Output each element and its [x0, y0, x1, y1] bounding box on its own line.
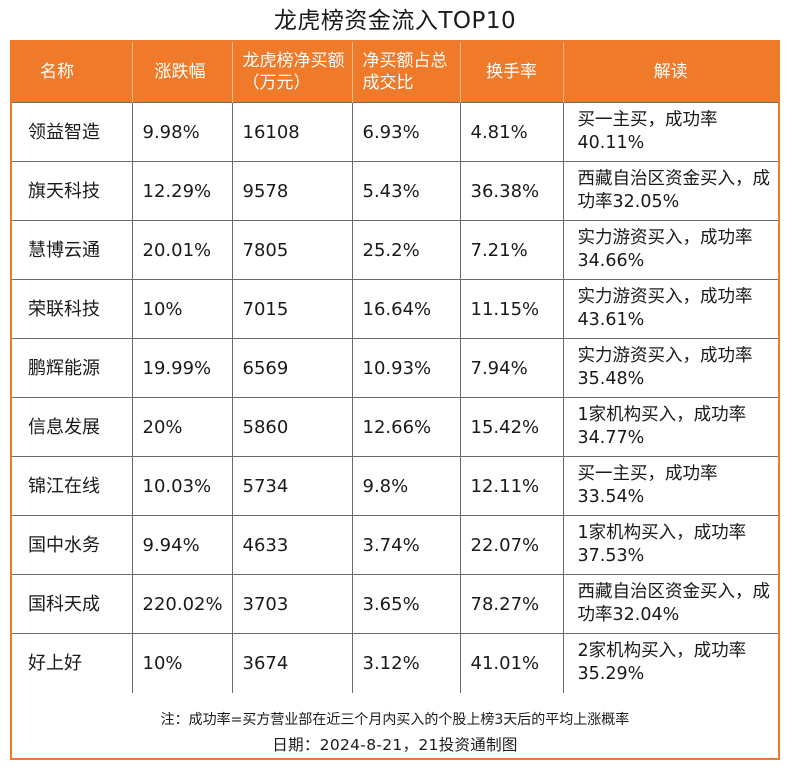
cell-turnover: 7.94%: [459, 338, 564, 398]
header-ratio: 净买额占总成交比: [351, 42, 460, 103]
cell-net-buy: 7015: [231, 279, 353, 339]
cell-ratio: 10.93%: [351, 338, 461, 398]
cell-net-buy: 6569: [231, 338, 353, 398]
header-turnover: 换手率: [459, 42, 563, 103]
cell-turnover: 41.01%: [459, 633, 564, 693]
cell-net-buy: 3674: [231, 633, 353, 693]
cell-net-buy: 7805: [231, 220, 353, 280]
cell-interpretation: 西藏自治区资金买入，成功率32.05%: [562, 161, 778, 221]
cell-turnover: 78.27%: [459, 574, 564, 634]
cell-turnover: 7.21%: [459, 220, 564, 280]
cell-change: 12.29%: [131, 161, 233, 221]
table-row: 慧博云通 20.01% 7805 25.2% 7.21% 实力游资买入，成功率34.66%: [12, 220, 778, 280]
cell-change: 20.01%: [131, 220, 233, 280]
cell-turnover: 11.15%: [459, 279, 564, 339]
cell-ratio: 25.2%: [351, 220, 461, 280]
header-interpretation: 解读: [562, 42, 778, 103]
table-row: 鹏辉能源 19.99% 6569 10.93% 7.94% 实力游资买入，成功率35.48…: [12, 338, 778, 398]
table-row: 好上好 10% 3674 3.12% 41.01% 2家机构买入，成功率35.29%: [12, 633, 778, 693]
cell-net-buy: 3703: [231, 574, 353, 634]
cell-change: 10%: [131, 633, 233, 693]
cell-name: 信息发展: [12, 397, 133, 457]
table-row: 旗天科技 12.29% 9578 5.43% 36.38% 西藏自治区资金买入，成功率32…: [12, 161, 778, 221]
cell-change: 220.02%: [131, 574, 233, 634]
cell-interpretation: 西藏自治区资金买入，成功率32.04%: [562, 574, 778, 634]
cell-turnover: 36.38%: [459, 161, 564, 221]
cell-interpretation: 买一主买，成功率33.54%: [562, 456, 778, 516]
header-change: 涨跌幅: [131, 42, 232, 103]
page-title: 龙虎榜资金流入TOP10: [273, 8, 517, 34]
cell-ratio: 9.8%: [351, 456, 461, 516]
header-row: 名称 涨跌幅 龙虎榜净买额（万元） 净买额占总成交比 换手率 解读: [12, 42, 778, 103]
cell-net-buy: 9578: [231, 161, 353, 221]
cell-ratio: 3.65%: [351, 574, 461, 634]
cell-net-buy: 4633: [231, 515, 353, 575]
cell-turnover: 22.07%: [459, 515, 564, 575]
cell-change: 10%: [131, 279, 233, 339]
cell-name: 国中水务: [12, 515, 133, 575]
cell-ratio: 6.93%: [351, 102, 461, 162]
table-frame: 名称 涨跌幅 龙虎榜净买额（万元） 净买额占总成交比 换手率 解读 领益智造 9.…: [10, 40, 780, 760]
cell-ratio: 3.12%: [351, 633, 461, 693]
cell-ratio: 12.66%: [351, 397, 461, 457]
cell-name: 荣联科技: [12, 279, 133, 339]
cell-change: 9.94%: [131, 515, 233, 575]
cell-interpretation: 买一主买，成功率40.11%: [562, 102, 778, 162]
cell-change: 19.99%: [131, 338, 233, 398]
cell-change: 20%: [131, 397, 233, 457]
cell-interpretation: 实力游资买入，成功率34.66%: [562, 220, 778, 280]
table-row: 国中水务 9.94% 4633 3.74% 22.07% 1家机构买入，成功率37.53%: [12, 515, 778, 575]
cell-name: 慧博云通: [12, 220, 133, 280]
cell-net-buy: 16108: [231, 102, 353, 162]
fund-inflow-table: 名称 涨跌幅 龙虎榜净买额（万元） 净买额占总成交比 换手率 解读 领益智造 9.…: [12, 42, 778, 693]
cell-interpretation: 1家机构买入，成功率34.77%: [562, 397, 778, 457]
cell-ratio: 16.64%: [351, 279, 461, 339]
table-row: 领益智造 9.98% 16108 6.93% 4.81% 买一主买，成功率40.11%: [12, 102, 778, 162]
table-row: 锦江在线 10.03% 5734 9.8% 12.11% 买一主买，成功率33.54%: [12, 456, 778, 516]
cell-change: 9.98%: [131, 102, 233, 162]
header-net-buy: 龙虎榜净买额（万元）: [231, 42, 352, 103]
cell-ratio: 5.43%: [351, 161, 461, 221]
cell-net-buy: 5734: [231, 456, 353, 516]
cell-interpretation: 1家机构买入，成功率37.53%: [562, 515, 778, 575]
cell-turnover: 15.42%: [459, 397, 564, 457]
cell-name: 好上好: [12, 633, 133, 693]
cell-name: 领益智造: [12, 102, 133, 162]
cell-name: 锦江在线: [12, 456, 133, 516]
cell-change: 10.03%: [131, 456, 233, 516]
table-row: 信息发展 20% 5860 12.66% 15.42% 1家机构买入，成功率34.77%: [12, 397, 778, 457]
cell-turnover: 4.81%: [459, 102, 564, 162]
cell-interpretation: 实力游资买入，成功率35.48%: [562, 338, 778, 398]
header-name: 名称: [12, 42, 132, 103]
cell-turnover: 12.11%: [459, 456, 564, 516]
cell-interpretation: 实力游资买入，成功率43.61%: [562, 279, 778, 339]
cell-name: 鹏辉能源: [12, 338, 133, 398]
cell-ratio: 3.74%: [351, 515, 461, 575]
table-row: 荣联科技 10% 7015 16.64% 11.15% 实力游资买入，成功率43.61%: [12, 279, 778, 339]
table-row: 国科天成 220.02% 3703 3.65% 78.27% 西藏自治区资金买入，成功率3…: [12, 574, 778, 634]
cell-net-buy: 5860: [231, 397, 353, 457]
date-credit: 日期：2024-8-21，21投资通制图: [272, 736, 518, 754]
cell-name: 旗天科技: [12, 161, 133, 221]
cell-interpretation: 2家机构买入，成功率35.29%: [562, 633, 778, 693]
cell-name: 国科天成: [12, 574, 133, 634]
footnote: 注：成功率=买方营业部在近三个月内买入的个股上榜3天后的平均上涨概率: [160, 712, 630, 728]
